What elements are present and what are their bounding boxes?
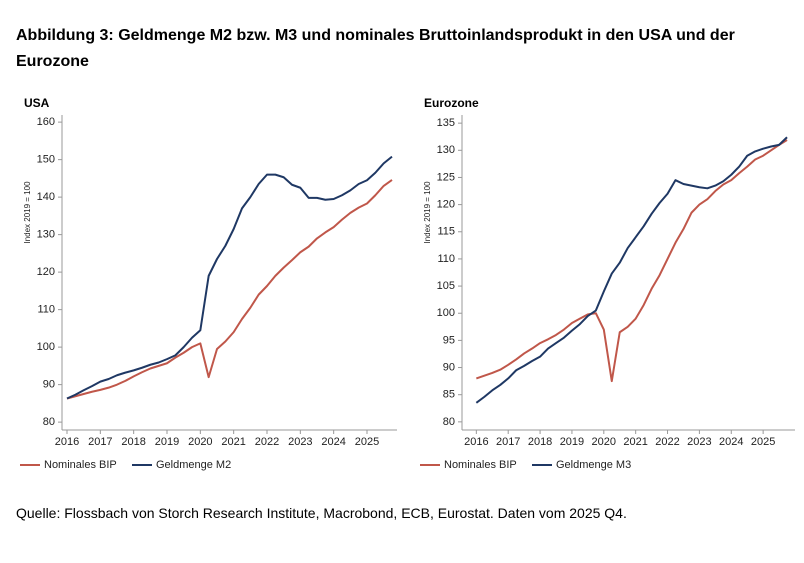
y-axis-label: Index 2019 = 100 — [23, 181, 32, 244]
x-tick-label: 2023 — [288, 436, 312, 448]
series-line — [66, 179, 393, 400]
y-tick-label: 80 — [43, 416, 55, 428]
y-tick-label: 130 — [37, 229, 55, 241]
panel-title: Eurozone — [424, 96, 479, 110]
legend-label: Nominales BIP — [44, 459, 117, 471]
chart-panel: USA Index 2019 = 100 80 90 100 110 120 130 140 15… — [20, 96, 397, 471]
chart-panel: Eurozone Index 2019 = 100 80 85 90 95 100 105 11… — [420, 96, 795, 471]
y-tick-label: 90 — [443, 361, 455, 373]
x-tick-label: 2025 — [751, 436, 775, 448]
source-note: Quelle: Flossbach von Storch Research In… — [16, 505, 627, 521]
y-tick-label: 85 — [443, 389, 455, 401]
y-tick-label: 100 — [437, 307, 455, 319]
x-tick-label: 2024 — [321, 436, 345, 448]
y-tick-label: 115 — [437, 226, 455, 238]
y-tick-label: 110 — [437, 253, 455, 265]
x-tick-label: 2016 — [55, 436, 79, 448]
x-tick-label: 2017 — [496, 436, 520, 448]
y-tick-label: 90 — [43, 379, 55, 391]
series-line — [475, 136, 788, 404]
x-tick-label: 2022 — [255, 436, 279, 448]
legend-label: Geldmenge M3 — [556, 459, 631, 471]
x-tick-label: 2018 — [528, 436, 552, 448]
y-tick-label: 120 — [437, 199, 455, 211]
legend-label: Geldmenge M2 — [156, 459, 231, 471]
y-tick-label: 160 — [37, 116, 55, 128]
y-tick-label: 80 — [443, 416, 455, 428]
x-tick-label: 2022 — [655, 436, 679, 448]
x-tick-label: 2017 — [88, 436, 112, 448]
y-tick-label: 130 — [437, 144, 455, 156]
panel-title: USA — [24, 96, 50, 110]
y-tick-label: 120 — [37, 266, 55, 278]
y-tick-label: 95 — [443, 334, 455, 346]
y-tick-label: 140 — [37, 191, 55, 203]
y-tick-label: 150 — [37, 154, 55, 166]
x-tick-label: 2025 — [355, 436, 379, 448]
y-axis-label: Index 2019 = 100 — [423, 181, 432, 244]
x-tick-label: 2023 — [687, 436, 711, 448]
x-tick-label: 2021 — [623, 436, 647, 448]
x-tick-label: 2020 — [188, 436, 212, 448]
x-tick-label: 2024 — [719, 436, 743, 448]
series-line — [66, 155, 393, 400]
series-line — [476, 139, 788, 383]
x-tick-label: 2021 — [221, 436, 245, 448]
x-tick-label: 2018 — [121, 436, 145, 448]
figure-title: Abbildung 3: Geldmenge M2 bzw. M3 und no… — [16, 27, 735, 70]
x-tick-label: 2016 — [464, 436, 488, 448]
y-tick-label: 100 — [37, 341, 55, 353]
x-tick-label: 2019 — [560, 436, 584, 448]
y-tick-label: 110 — [37, 304, 55, 316]
y-tick-label: 135 — [437, 117, 455, 129]
y-tick-label: 125 — [437, 171, 455, 183]
legend-label: Nominales BIP — [444, 459, 517, 471]
x-tick-label: 2019 — [155, 436, 179, 448]
y-tick-label: 105 — [437, 280, 455, 292]
x-tick-label: 2020 — [592, 436, 616, 448]
